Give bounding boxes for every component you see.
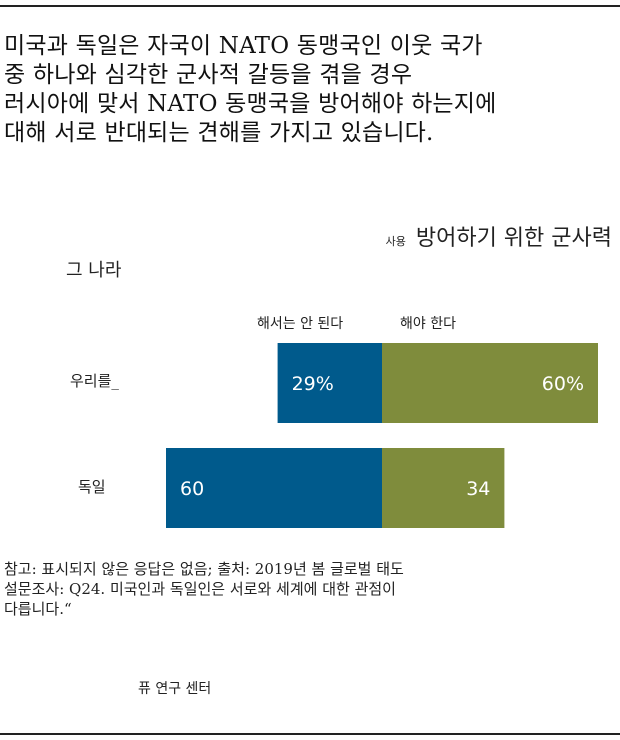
note-line: 설문조사: Q24. 미국인과 독일인은 서로와 세계에 대한 관점이 (4, 579, 564, 599)
bar-label-should-1: 34 (466, 478, 490, 500)
note-line: 다릅니다.“ (4, 599, 564, 619)
bar-label-should-not-0: 29% (292, 373, 334, 395)
bottom-rule (0, 733, 620, 735)
bar-label-should-not-1: 60 (180, 478, 204, 500)
bar-label-should-0: 60% (542, 373, 584, 395)
source-credit: 퓨 연구 센터 (138, 678, 211, 698)
note-line: 참고: 표시되지 않은 응답은 없음; 출처: 2019년 봄 글로벌 태도 (4, 559, 564, 579)
chart-notes: 참고: 표시되지 않은 응답은 없음; 출처: 2019년 봄 글로벌 태도 설… (4, 559, 564, 619)
